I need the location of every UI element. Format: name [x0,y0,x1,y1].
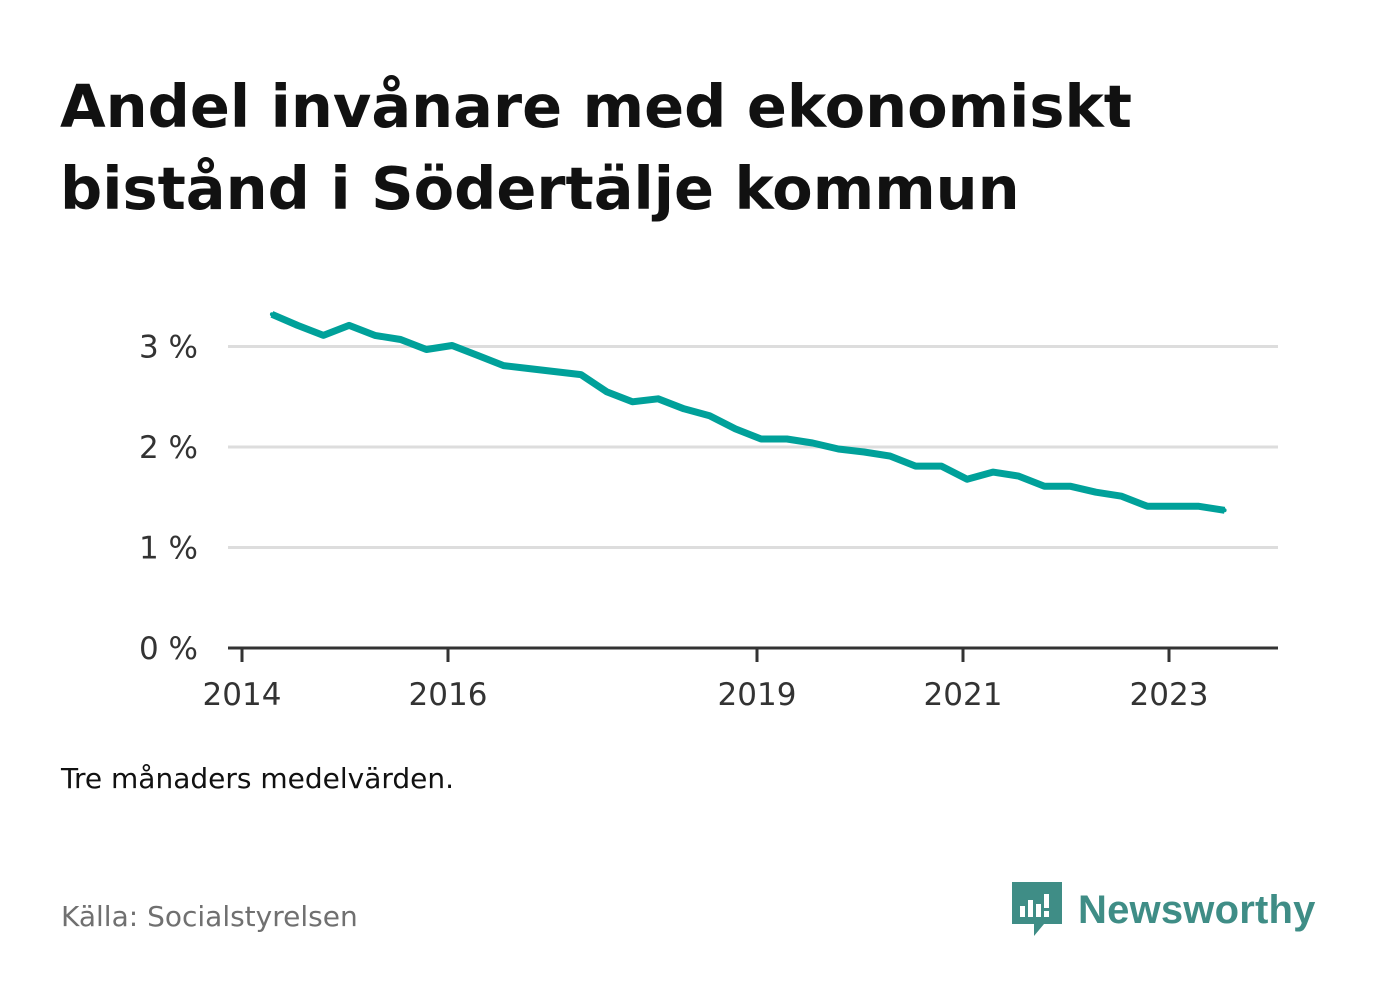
data-point [681,406,686,411]
data-point [630,399,635,404]
y-tick-label: 2 % [139,430,198,466]
data-point [501,363,506,368]
data-point [269,312,274,317]
data-point [424,347,429,352]
y-axis-tick-labels: 0 % 1 % 2 % 3 % [139,330,198,668]
data-point [836,447,841,451]
data-point [398,337,403,342]
data-point [887,454,892,458]
x-tick-label: 2014 [203,677,282,713]
x-tick-label: 2019 [718,677,797,713]
data-point [553,369,558,374]
x-axis-tick-labels: 2014 2016 2019 2021 2023 [203,677,1209,713]
series-line [270,311,1226,514]
data-point [656,396,661,401]
data-point [604,389,609,394]
grid-lines [228,345,1278,549]
data-point [862,450,867,454]
data-point [527,366,532,371]
y-tick-label: 0 % [139,631,198,667]
newsworthy-brand: Newsworthy [1010,878,1316,942]
data-point [810,441,815,445]
x-tick-label: 2016 [409,677,488,713]
data-point [295,323,300,328]
x-tick-label: 2021 [924,677,1003,713]
data-point [475,353,480,358]
brand-name: Newsworthy [1078,887,1316,932]
data-point [939,464,944,469]
data-point [372,333,377,338]
data-point [1222,508,1227,513]
data-point [965,477,970,482]
data-point [759,437,764,441]
chart-note: Tre månaders medelvärden. [61,762,455,795]
data-point [1119,494,1124,499]
data-point [450,343,455,348]
data-point [347,323,352,328]
y-tick-label: 1 % [139,531,198,567]
data-point [1196,504,1201,509]
data-point [1068,484,1073,489]
x-tick-label: 2023 [1130,677,1209,713]
data-point [321,333,326,338]
data-point [913,464,918,469]
data-point [784,437,789,441]
data-point [733,426,738,431]
data-point [1016,474,1021,479]
data-point [707,413,712,418]
data-point [1093,490,1098,495]
data-point [1042,484,1047,489]
data-point [1171,504,1176,509]
source-credit: Källa: Socialstyrelsen [61,900,358,933]
series-layer [269,311,1227,514]
y-tick-label: 3 % [139,330,198,366]
data-point [578,372,583,377]
x-axis [228,646,1278,662]
data-point [1145,504,1150,509]
data-point [990,470,995,475]
newsworthy-logo-icon [1012,882,1062,936]
chart-title: Andel invånare med ekonomiskt bistånd i … [60,72,1132,223]
